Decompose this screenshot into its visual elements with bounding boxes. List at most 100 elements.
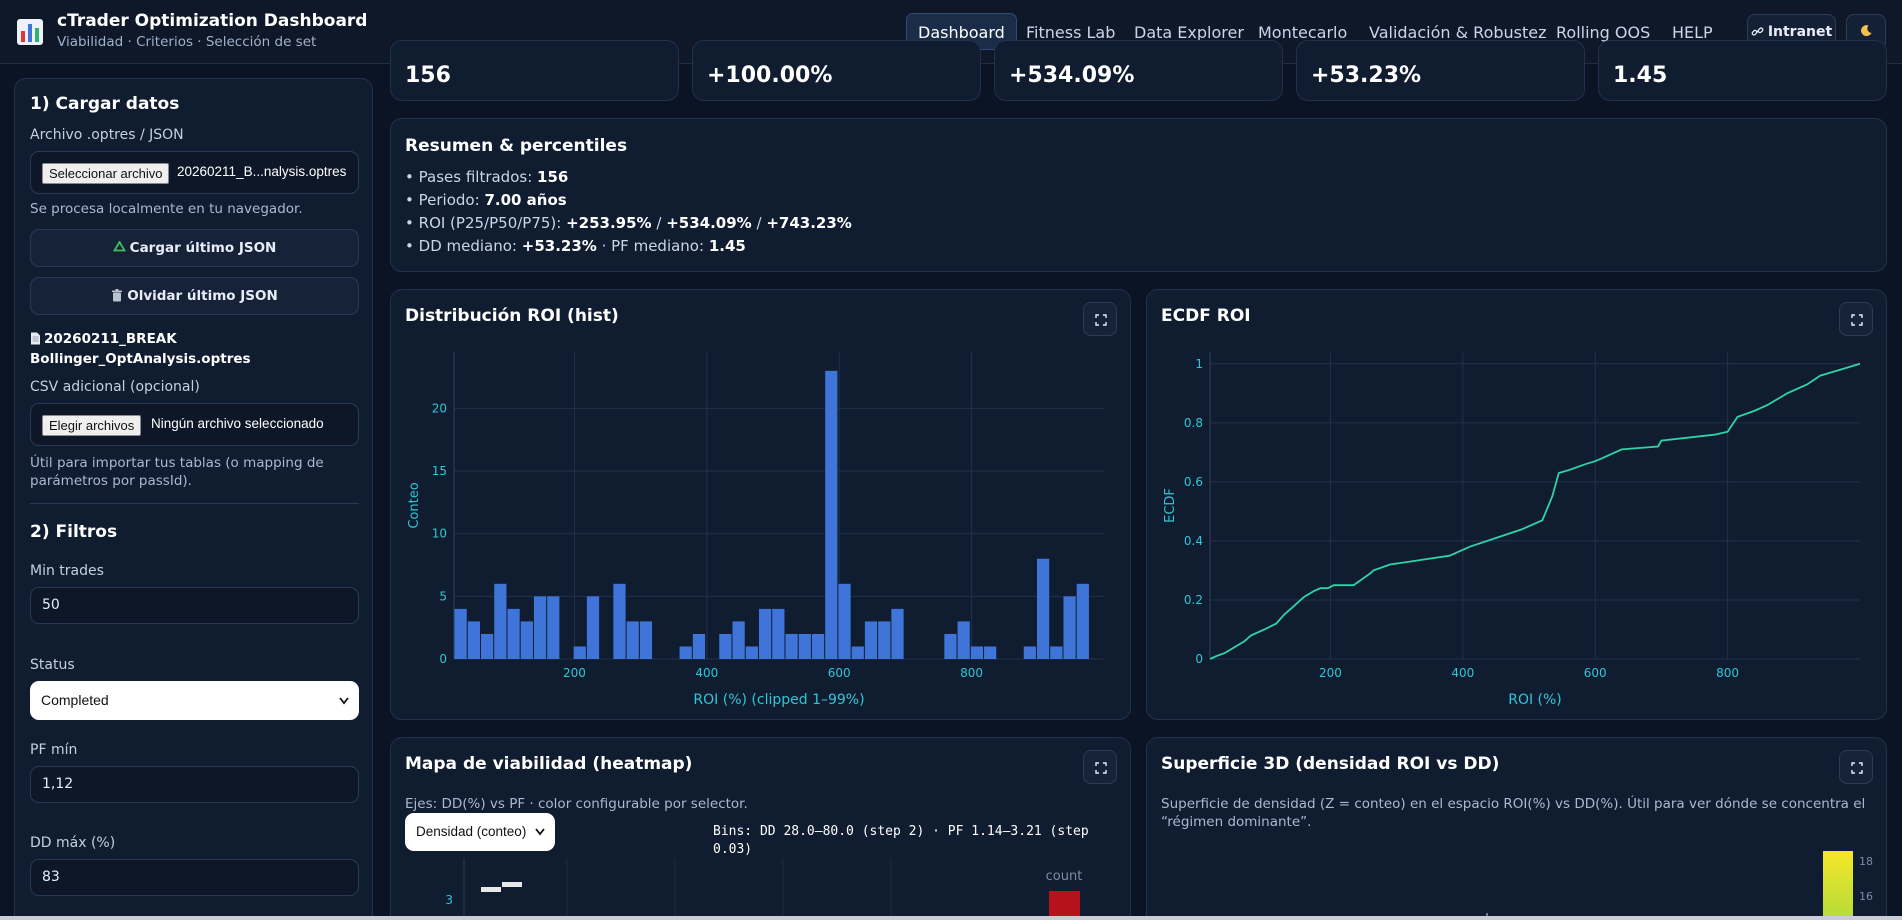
expand-icon <box>1095 762 1107 774</box>
file-input[interactable]: Seleccionar archivo 20260211_B...nalysis… <box>30 151 359 194</box>
histogram-bar <box>613 583 626 659</box>
bullet: • <box>405 214 414 232</box>
csv-file-status: Ningún archivo seleccionado <box>151 416 324 431</box>
summary-period-value: 7.00 años <box>484 191 567 209</box>
nav-help[interactable]: HELP <box>1672 23 1713 42</box>
kpi-card-median-roi: +534.09% <box>994 40 1283 101</box>
loaded-file-name-line2: Bollinger_OptAnalysis.optres <box>30 351 251 367</box>
loaded-file-name-line1: 20260211_BREAK <box>44 331 177 347</box>
min-trades-label: Min trades <box>30 563 104 579</box>
histogram-bar <box>719 633 732 659</box>
surface-colorbar-tick: 18 <box>1859 855 1873 868</box>
roi-ecdf-card: ECDF ROI 200 400 600 800 0 0.2 0.4 0.6 0.8 1 ROI (… <box>1146 289 1887 720</box>
bottom-scroll-edge <box>0 916 1902 920</box>
status-select[interactable]: Completed <box>30 681 359 720</box>
histogram-bar <box>758 608 772 659</box>
summary-period-label: Periodo: <box>418 191 480 209</box>
y-axis-title: Conteo <box>407 482 422 528</box>
expand-ecdf-button[interactable] <box>1839 302 1873 336</box>
histogram-bar <box>547 596 560 659</box>
select-file-button[interactable]: Seleccionar archivo <box>42 163 170 184</box>
pf-min-input[interactable]: 1,12 <box>30 766 359 803</box>
document-icon <box>31 332 40 345</box>
expand-surface-button[interactable] <box>1839 750 1873 784</box>
status-label: Status <box>30 657 75 673</box>
histogram-bar <box>745 646 758 659</box>
heatmap-colorbar <box>1049 891 1080 920</box>
histogram-bar <box>520 621 533 659</box>
histogram-bar <box>1023 646 1036 659</box>
x-tick-label: 200 <box>563 666 586 680</box>
summary-dd-label: DD mediano: <box>418 237 517 255</box>
y-tick-label: 0 <box>1195 652 1203 666</box>
nav-rolling-oos[interactable]: Rolling OOS <box>1556 23 1651 42</box>
expand-icon <box>1851 762 1863 774</box>
x-axis-title: ROI (%) (clipped 1–99%) <box>693 692 864 708</box>
min-trades-input[interactable]: 50 <box>30 587 359 624</box>
expand-icon <box>1095 314 1107 326</box>
nav-validacion-robustez[interactable]: Validación & Robustez <box>1369 23 1547 42</box>
kpi-value-median-dd: +53.23% <box>1311 63 1422 88</box>
histogram-bar <box>970 646 984 659</box>
kpi-value-median-pf: 1.45 <box>1613 63 1668 88</box>
histogram-bar <box>1036 558 1050 659</box>
summary-roi-p25: +253.95% <box>566 214 652 232</box>
nav-montecarlo[interactable]: Montecarlo <box>1258 23 1348 42</box>
csv-file-input[interactable]: Elegir archivos Ningún archivo seleccion… <box>30 403 359 446</box>
dd-max-input[interactable]: 83 <box>30 859 359 896</box>
x-axis-title: ROI (%) <box>1508 692 1562 708</box>
viability-heatmap-title: Mapa de viabilidad (heatmap) <box>405 754 693 774</box>
roi-histogram-chart: 200 400 600 800 0 5 10 15 20 ROI (%) (clipped 1–9… <box>407 352 1104 708</box>
roi-histogram-title: Distribución ROI (hist) <box>405 306 619 326</box>
nav-fitness-lab[interactable]: Fitness Lab <box>1026 23 1116 42</box>
viability-heatmap-card: Mapa de viabilidad (heatmap) Ejes: DD(%)… <box>390 737 1131 920</box>
y-axis-title: ECDF <box>1163 488 1178 523</box>
histogram-bar <box>957 621 970 659</box>
load-data-heading: 1) Cargar datos <box>30 94 180 114</box>
selected-file-name: 20260211_B...nalysis.optres <box>177 164 347 179</box>
histogram-bar <box>825 370 838 659</box>
pf-min-label: PF mín <box>30 742 78 758</box>
app-title: cTrader Optimization Dashboard <box>57 11 368 31</box>
y-tick-label: 5 <box>439 589 447 603</box>
summary-passes-value: 156 <box>537 168 569 186</box>
nav-data-explorer[interactable]: Data Explorer <box>1134 23 1244 42</box>
summary-roi-p50: +534.09% <box>666 214 752 232</box>
csv-input-label: CSV adicional (opcional) <box>30 379 200 395</box>
bar-chart-logo-icon <box>17 19 43 45</box>
histogram-bar <box>984 646 997 659</box>
summary-period: • Periodo: 7.00 años <box>405 191 567 209</box>
forget-last-json-label: Olvidar último JSON <box>127 288 278 304</box>
summary-card: Resumen & percentiles • Pases filtrados:… <box>390 118 1887 272</box>
expand-heatmap-button[interactable] <box>1083 750 1117 784</box>
histogram-bar <box>467 621 480 659</box>
moon-icon <box>1861 25 1872 37</box>
kpi-card-median-dd: +53.23% <box>1296 40 1585 101</box>
heatmap-cell <box>502 882 522 887</box>
y-tick-label: 10 <box>432 527 447 541</box>
y-tick-label: 0.4 <box>1184 534 1203 548</box>
kpi-card-median-pf: 1.45 <box>1598 40 1887 101</box>
density-surface-card: Superficie 3D (densidad ROI vs DD) Super… <box>1146 737 1887 920</box>
heatmap-bins-info: Bins: DD 28.0–80.0 (step 2) · PF 1.14–3.… <box>713 824 1089 857</box>
load-last-json-button[interactable]: Cargar último JSON <box>30 229 359 267</box>
histogram-bar <box>692 633 706 659</box>
surface-colorbar <box>1823 851 1853 920</box>
app-subtitle: Viabilidad · Criterios · Selección de se… <box>57 34 317 50</box>
y-tick-label: 0.6 <box>1184 475 1203 489</box>
forget-last-json-button[interactable]: Olvidar último JSON <box>30 277 359 315</box>
x-tick-label: 800 <box>960 666 983 680</box>
separator: / <box>756 214 762 232</box>
summary-roi-p75: +743.23% <box>766 214 852 232</box>
histogram-bar <box>851 646 864 659</box>
expand-histogram-button[interactable] <box>1083 302 1117 336</box>
heatmap-color-select[interactable]: Densidad (conteo) <box>405 813 555 851</box>
sidebar-divider <box>30 503 359 504</box>
heatmap-y-tick: 3 <box>445 893 453 907</box>
choose-csv-button[interactable]: Elegir archivos <box>42 415 142 436</box>
histogram-bar <box>454 608 467 659</box>
histogram-bar <box>811 633 825 659</box>
roi-ecdf-chart: 200 400 600 800 0 0.2 0.4 0.6 0.8 1 ROI (%) ECDF <box>1163 352 1861 708</box>
heatmap-chart: 3 count <box>445 858 1082 920</box>
status-select-value: Completed <box>41 692 109 708</box>
